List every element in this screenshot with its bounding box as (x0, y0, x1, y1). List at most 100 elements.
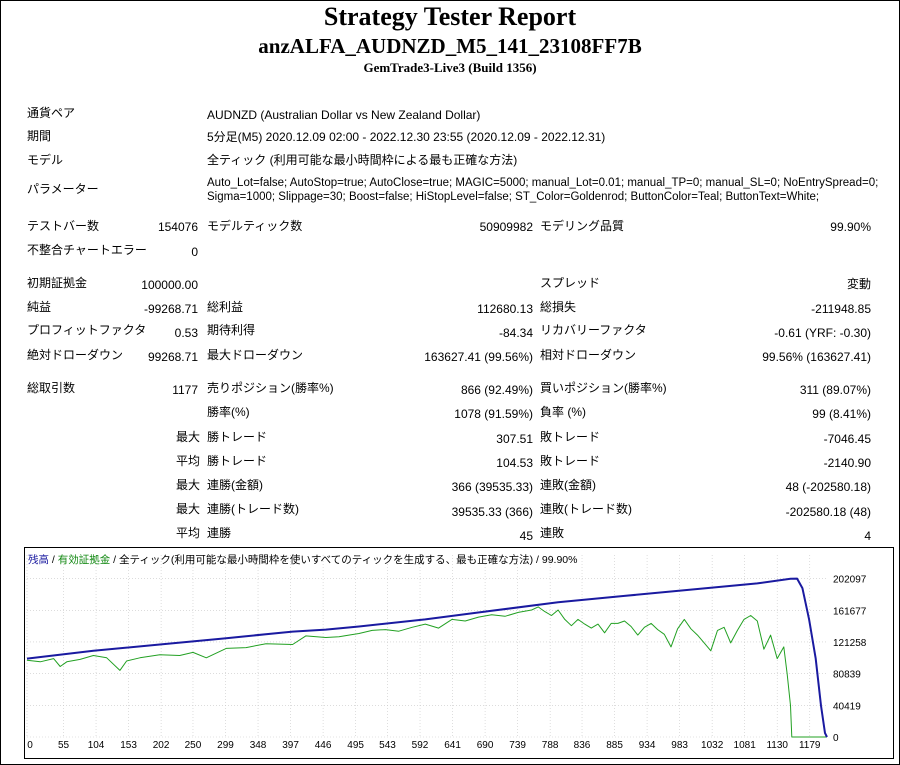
bars-label: テストバー数 (27, 219, 100, 233)
rel-drawdown-value: 99.56% (163627.41) (762, 350, 871, 364)
y-tick-label: 80839 (833, 670, 861, 681)
x-tick-label: 104 (88, 740, 105, 751)
long-positions-label: 買いポジション(勝率%) (540, 381, 667, 395)
gross-loss-value: -211948.85 (811, 302, 871, 316)
win-rate-value: 1078 (91.59%) (454, 407, 533, 421)
symbol-label: 通貨ペア (27, 106, 76, 120)
ticks-value: 50909982 (479, 220, 533, 234)
x-tick-label: 250 (185, 740, 202, 751)
mismatch-label: 不整合チャートエラー (27, 243, 147, 257)
y-tick-label: 40419 (833, 701, 861, 712)
chart-grid (26, 555, 827, 738)
period-value: 5分足(M5) 2020.12.09 02:00 - 2022.12.30 23… (207, 130, 606, 144)
total-trades-value: 1177 (172, 383, 198, 397)
ticks-label: モデルティック数 (207, 219, 303, 233)
max-consec-loss-value: -202580.18 (48) (785, 505, 871, 519)
total-trades-label: 総取引数 (27, 381, 76, 395)
max-consec-profit-label: 連勝(トレード数) (207, 502, 299, 516)
x-tick-label: 1130 (766, 740, 788, 751)
x-tick-label: 983 (671, 740, 688, 751)
x-tick-label: 1179 (799, 740, 821, 751)
x-tick-label: 446 (315, 740, 332, 751)
params-label: パラメーター (27, 182, 99, 196)
y-tick-label: 121258 (833, 638, 867, 649)
legend-sep-1: / (49, 554, 58, 566)
symbol-value: AUDNZD (Australian Dollar vs New Zealand… (207, 108, 481, 122)
expected-payoff-label: 期待利得 (207, 323, 256, 337)
avg-prefix-2: 平均 (176, 526, 201, 540)
avg-consec-losses-label: 連敗 (540, 526, 565, 540)
loss-rate-value: 99 (8.41%) (812, 407, 871, 421)
long-positions-value: 311 (89.07%) (799, 383, 871, 397)
x-tick-label: 202 (153, 740, 170, 751)
x-tick-label: 299 (217, 740, 234, 751)
model-value: 全ティック (利用可能な最小時間枠による最も正確な方法) (207, 153, 518, 167)
y-tick-label: 0 (833, 733, 839, 744)
avg-consec-wins-value: 45 (519, 529, 533, 543)
quality-value: 99.90% (830, 220, 871, 234)
abs-drawdown-value: 99268.71 (147, 350, 198, 364)
max-drawdown-label: 最大ドローダウン (207, 348, 304, 362)
short-positions-label: 売りポジション(勝率%) (207, 381, 334, 395)
loss-rate-label: 負率 (%) (540, 405, 586, 419)
x-tick-label: 543 (379, 740, 396, 751)
win-rate-label: 勝率(%) (207, 405, 250, 419)
legend-balance: 残高 (28, 554, 49, 566)
short-positions-value: 866 (92.49%) (460, 383, 533, 397)
balance-line (26, 577, 828, 738)
y-axis-ticks: 202097 161677 121258 80839 40419 0 (833, 575, 867, 744)
profit-factor-label: プロフィットファクタ (27, 323, 147, 337)
x-tick-label: 739 (509, 740, 526, 751)
y-tick-label: 161677 (833, 606, 867, 617)
avg-prefix-1: 平均 (176, 454, 201, 468)
x-tick-label: 885 (606, 740, 623, 751)
legend-equity: 有効証拠金 (57, 554, 111, 566)
max-consec-losses-label: 連敗(金額) (540, 478, 596, 492)
gross-profit-label: 総利益 (207, 300, 244, 314)
legend-sep-2: / (110, 554, 120, 566)
recovery-factor-label: リカバリーファクタ (540, 323, 647, 337)
x-tick-label: 348 (250, 740, 267, 751)
x-tick-label: 0 (27, 740, 33, 751)
avg-win-value: 104.53 (496, 456, 533, 470)
avg-loss-label: 敗トレード (540, 454, 601, 468)
params-line-1: Auto_Lot=false; AutoStop=true; AutoClose… (207, 177, 879, 189)
abs-drawdown-label: 絶対ドローダウン (27, 348, 124, 362)
max-consec-wins-value: 366 (39535.33) (451, 480, 533, 494)
largest-win-value: 307.51 (496, 432, 533, 446)
spread-label: スプレッド (540, 276, 601, 290)
gross-loss-label: 総損失 (540, 300, 577, 314)
x-tick-label: 788 (542, 740, 559, 751)
x-tick-label: 55 (58, 740, 70, 751)
expected-payoff-value: -84.34 (498, 326, 533, 340)
x-tick-label: 153 (120, 740, 137, 751)
x-tick-label: 836 (574, 740, 591, 751)
chart-border (24, 547, 894, 759)
y-tick-label: 202097 (833, 575, 867, 586)
mismatch-value: 0 (191, 245, 198, 259)
gross-profit-value: 112680.13 (477, 302, 533, 316)
net-profit-value: -99268.71 (143, 302, 198, 316)
profit-factor-value: 0.53 (174, 326, 198, 340)
deposit-value: 100000.00 (141, 278, 198, 292)
max-consec-loss-label: 連敗(トレード数) (540, 502, 632, 516)
x-tick-label: 641 (444, 740, 461, 751)
largest-loss-value: -7046.45 (823, 432, 871, 446)
avg-win-label: 勝トレード (207, 454, 268, 468)
report-title: Strategy Tester Report (323, 2, 577, 31)
period-label: 期間 (27, 129, 52, 143)
params-line-2: Sigma=1000; Slippage=30; Boost=false; Hi… (207, 191, 820, 203)
legend-description: 全ティック(利用可能な最小時間枠を使いすべてのティックを生成する、最も正確な方法… (119, 554, 578, 566)
recovery-factor-value: -0.61 (YRF: -0.30) (774, 326, 871, 340)
max-prefix-1: 最大 (176, 430, 201, 444)
rel-drawdown-label: 相対ドローダウン (540, 348, 637, 362)
quality-label: モデリング品質 (540, 219, 625, 233)
max-consec-profit-value: 39535.33 (366) (451, 505, 533, 519)
equity-line (26, 606, 827, 738)
server-build: GemTrade3-Live3 (Build 1356) (363, 60, 537, 75)
bars-value: 154076 (157, 220, 198, 234)
chart-legend: 残高 / 有効証拠金 / 全ティック(利用可能な最小時間枠を使いすべてのティック… (28, 552, 577, 567)
x-tick-label: 934 (639, 740, 656, 751)
deposit-label: 初期証拠金 (27, 276, 88, 290)
balance-chart: 0 55 104 153 202 250 299 348 397 446 495 543 592 641 6… (24, 547, 894, 759)
